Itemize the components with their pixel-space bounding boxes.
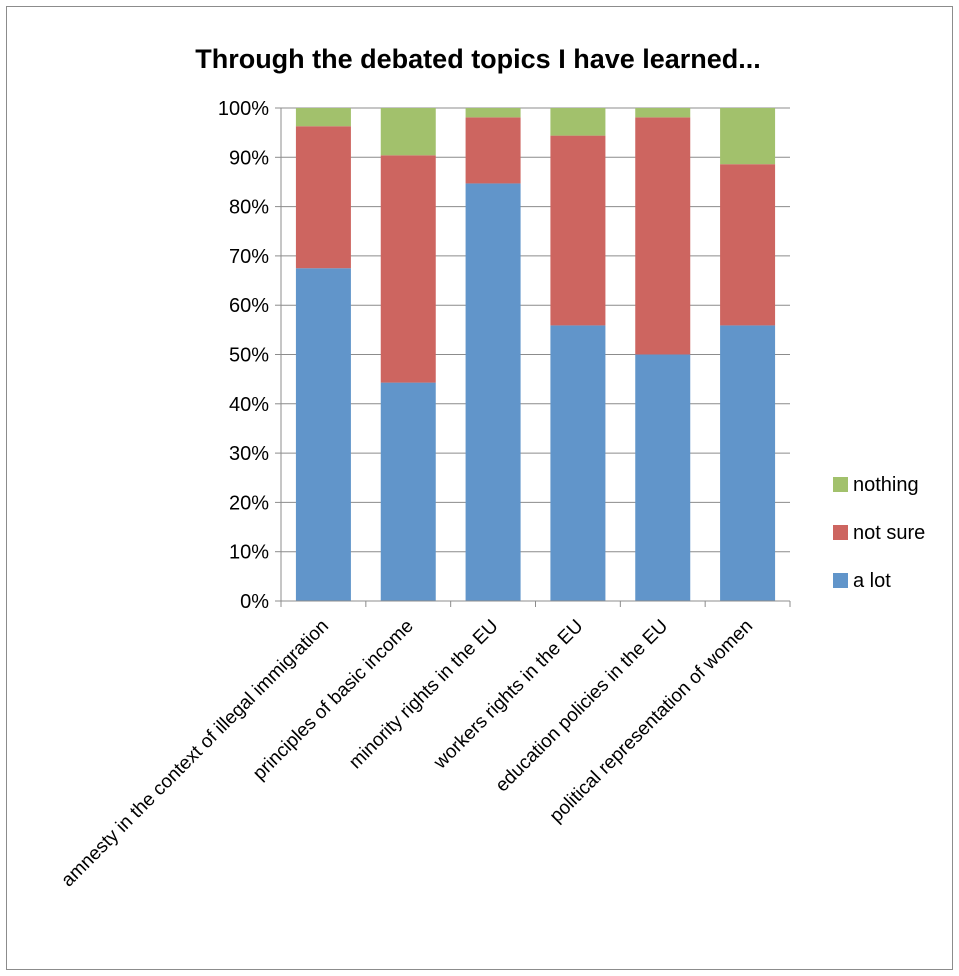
- bar-segment-nothing: [635, 108, 691, 118]
- y-axis-ticks: 0% 10% 20% 30% 40% 50% 60% 70% 80% 90% 100%: [218, 98, 281, 613]
- bar-segment-not-sure: [550, 135, 606, 326]
- bar-segment-a-lot: [465, 183, 521, 601]
- bar-segment-not-sure: [465, 117, 521, 184]
- bar-segment-nothing: [720, 108, 776, 165]
- bar-segment-nothing: [380, 108, 436, 156]
- y-tick-label: 90%: [229, 147, 269, 169]
- y-tick-label: 100%: [218, 98, 269, 120]
- y-tick-label: 10%: [229, 542, 269, 564]
- bar-segment-not-sure: [635, 117, 691, 355]
- y-tick-label: 0%: [240, 591, 269, 613]
- legend-label-not-sure: not sure: [853, 522, 925, 544]
- y-tick-label: 20%: [229, 492, 269, 514]
- legend-swatch-not-sure: [833, 525, 848, 540]
- bar-segment-a-lot: [550, 325, 606, 601]
- y-tick-label: 70%: [229, 246, 269, 268]
- legend-label-nothing: nothing: [853, 474, 919, 496]
- x-category-label: education policies in the EU: [492, 616, 673, 797]
- y-tick-label: 50%: [229, 345, 269, 367]
- legend-swatch-a-lot: [833, 573, 848, 588]
- bar-segment-nothing: [295, 108, 351, 127]
- legend: nothing not sure a lot: [833, 474, 925, 592]
- x-category-label: workers rights in the EU: [429, 616, 587, 774]
- bar-segment-a-lot: [295, 268, 351, 601]
- bar-segment-nothing: [550, 108, 606, 136]
- axes: [280, 108, 791, 607]
- bars: [295, 108, 776, 601]
- y-tick-label: 80%: [229, 197, 269, 219]
- chart-title: Through the debated topics I have learne…: [195, 44, 761, 74]
- bar-segment-nothing: [465, 108, 521, 118]
- x-category-label: minority rights in the EU: [345, 616, 502, 773]
- bar-segment-not-sure: [295, 126, 351, 269]
- bar-segment-not-sure: [720, 164, 776, 326]
- gridlines: [281, 107, 790, 602]
- x-axis-labels: amnesty in the context of illegal immigr…: [57, 616, 757, 891]
- bar-segment-not-sure: [380, 155, 436, 383]
- x-category-label: principles of basic income: [249, 616, 418, 785]
- bar-segment-a-lot: [635, 354, 691, 601]
- legend-label-a-lot: a lot: [853, 570, 891, 592]
- y-tick-label: 40%: [229, 394, 269, 416]
- y-tick-label: 60%: [229, 295, 269, 317]
- y-tick-label: 30%: [229, 443, 269, 465]
- bar-segment-a-lot: [720, 325, 776, 601]
- legend-swatch-nothing: [833, 477, 848, 492]
- bar-segment-a-lot: [380, 382, 436, 601]
